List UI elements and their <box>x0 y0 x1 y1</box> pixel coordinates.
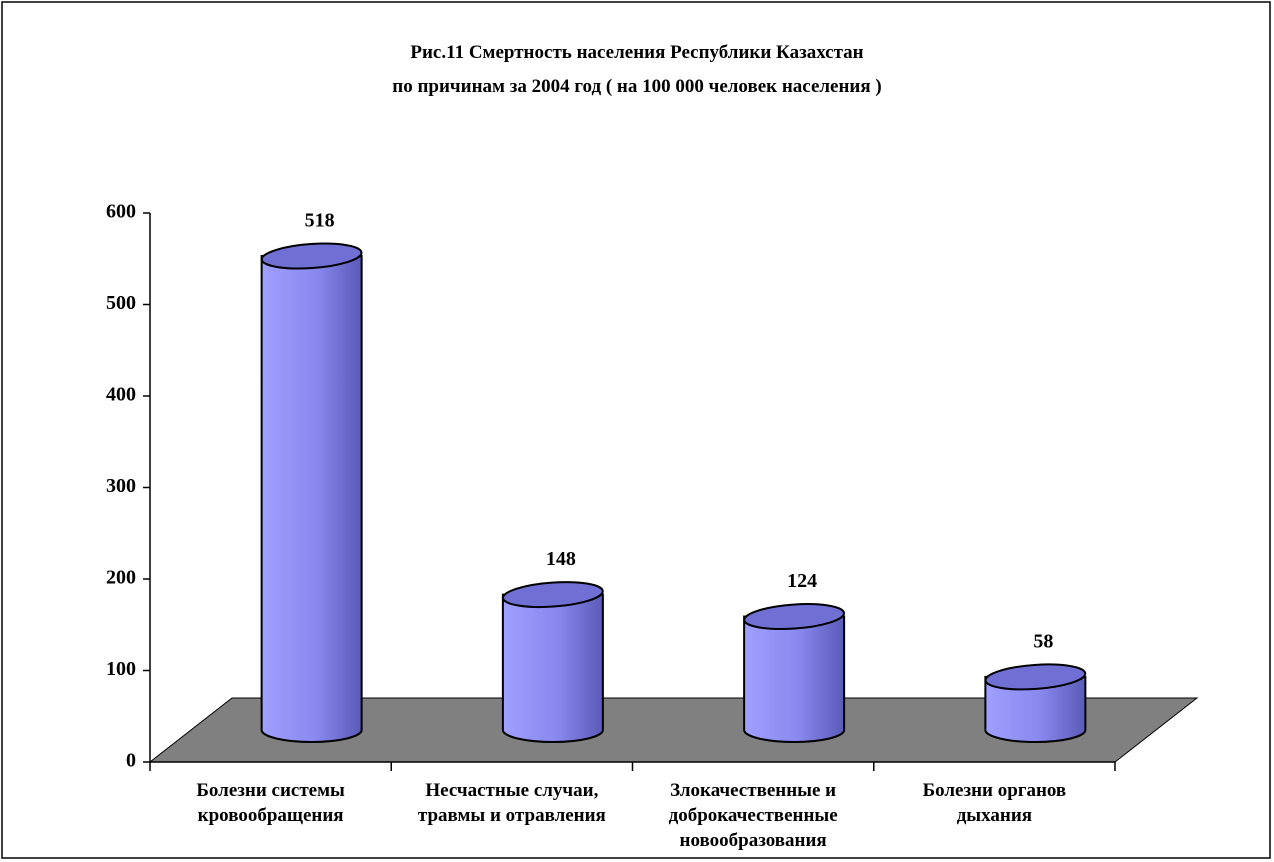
chart-title: Рис.11 Смертность населения Республики К… <box>392 42 882 97</box>
bar-top <box>743 603 846 631</box>
y-tick-label: 0 <box>126 750 136 772</box>
y-tick-label: 500 <box>106 292 136 314</box>
y-tick-label: 200 <box>106 567 136 589</box>
bar <box>260 242 363 743</box>
x-tick-label: Болезни органов дыхания <box>922 780 1067 826</box>
bar-top <box>501 581 604 609</box>
value-label: 518 <box>305 210 335 232</box>
y-tick-label: 100 <box>106 658 136 680</box>
y-tick-label: 300 <box>106 475 136 497</box>
bar <box>743 603 846 743</box>
bar-top <box>984 663 1087 691</box>
x-tick-label: Болезни системы кровообращения <box>196 780 345 826</box>
bar-body <box>984 675 1087 743</box>
value-label: 58 <box>1033 631 1053 653</box>
x-tick-label: Злокачественные и доброкачественные ново… <box>668 780 838 851</box>
bar <box>984 663 1087 743</box>
value-label: 124 <box>787 570 817 592</box>
y-tick-label: 600 <box>106 201 136 223</box>
bar-body <box>260 255 363 743</box>
bar-body <box>743 615 846 743</box>
value-label: 148 <box>546 548 576 570</box>
bar <box>501 581 604 743</box>
bar-body <box>501 593 604 743</box>
bar-top <box>260 242 363 270</box>
y-tick-label: 400 <box>106 384 136 406</box>
x-tick-label: Несчастные случаи, травмы и отравления <box>417 780 606 826</box>
